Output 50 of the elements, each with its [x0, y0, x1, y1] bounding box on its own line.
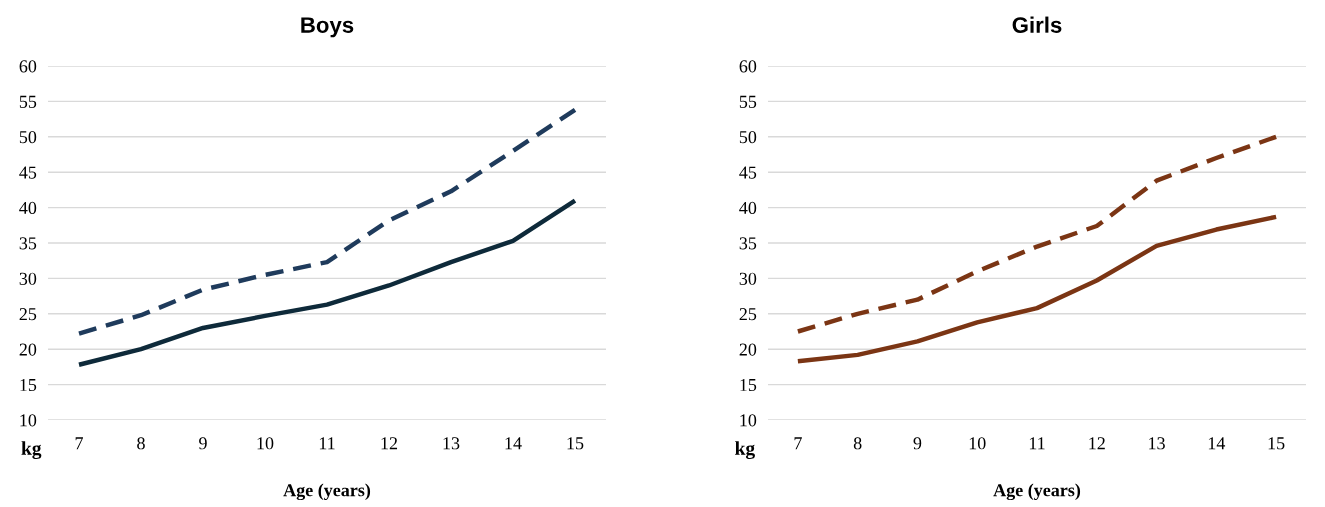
- x-axis-title: Age (years): [283, 483, 371, 501]
- line-series: [795, 134, 1279, 334]
- x-tick-label: 10: [969, 437, 986, 450]
- y-tick-label: 15: [740, 378, 757, 392]
- line-series: [795, 214, 1279, 364]
- y-tick-label: 40: [19, 201, 37, 215]
- x-tick-label: 15: [1268, 437, 1285, 450]
- x-tick-label: 8: [137, 437, 145, 450]
- x-tick-label: 10: [257, 437, 274, 450]
- y-tick-label: 10: [740, 414, 757, 427]
- y-tick-label: 50: [739, 131, 757, 144]
- x-tick-label: 13: [443, 437, 460, 450]
- y-tick-label: 20: [739, 343, 757, 356]
- x-tick-label: 7: [75, 437, 83, 450]
- y-tick-label: 40: [739, 201, 757, 215]
- x-tick-label: 9: [199, 437, 207, 450]
- x-tick-label: 14: [505, 437, 522, 450]
- x-tick-label: 12: [381, 437, 398, 450]
- y-tick-label: 60: [739, 60, 757, 73]
- chart-title: Girls: [1012, 16, 1062, 33]
- y-tick-label: 25: [19, 308, 37, 321]
- x-tick-label: 11: [1029, 437, 1045, 450]
- x-tick-label: 15: [567, 437, 584, 450]
- x-tick-label: 12: [1089, 437, 1105, 450]
- y-tick-label: 15: [20, 378, 37, 392]
- y-tick-label: 10: [20, 414, 37, 427]
- y-tick-label: 45: [19, 166, 37, 179]
- line-series: [76, 107, 578, 336]
- x-tick-label: 14: [1208, 437, 1226, 450]
- y-tick-label: 30: [19, 272, 37, 285]
- x-tick-label: 7: [794, 437, 802, 450]
- x-tick-label: 11: [319, 437, 335, 450]
- y-tick-label: 50: [19, 131, 37, 144]
- y-tick-label: 55: [739, 95, 757, 108]
- x-tick-label: 13: [1149, 437, 1165, 450]
- y-tick-label: 35: [739, 237, 757, 250]
- y-axis-title: kg: [21, 441, 42, 459]
- y-tick-label: 30: [739, 272, 757, 285]
- y-tick-label: 20: [19, 343, 37, 356]
- line-series: [76, 198, 578, 367]
- chart-title: Boys: [301, 17, 354, 38]
- x-tick-label: 9: [913, 437, 922, 450]
- y-axis-title: kg: [735, 441, 755, 459]
- x-axis-title: Age (years): [993, 483, 1081, 501]
- y-tick-label: 60: [19, 60, 37, 73]
- y-tick-label: 45: [739, 166, 757, 179]
- x-tick-label: 8: [853, 437, 862, 450]
- y-tick-label: 25: [739, 308, 757, 321]
- y-tick-label: 55: [19, 95, 37, 108]
- y-tick-label: 35: [19, 237, 37, 250]
